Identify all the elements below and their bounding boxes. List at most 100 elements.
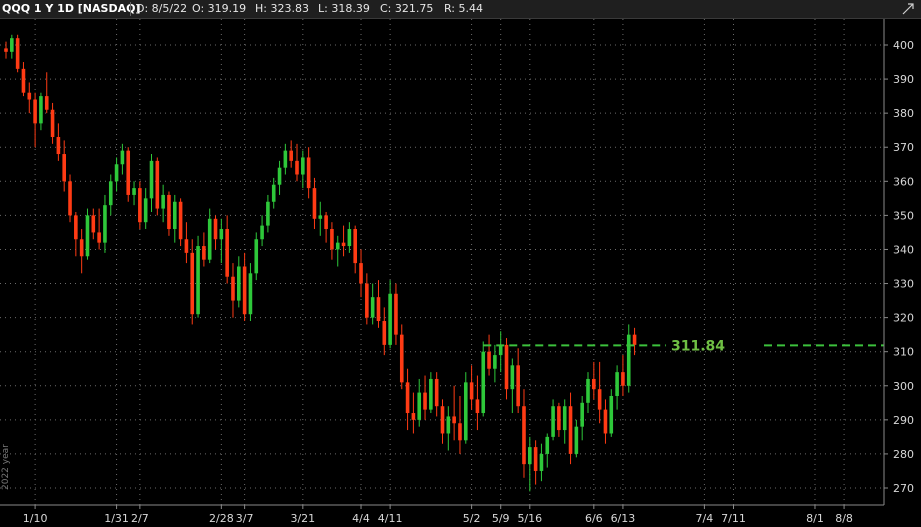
candle[interactable] — [592, 361, 596, 400]
candle[interactable] — [68, 174, 72, 223]
candle[interactable] — [429, 372, 433, 414]
candle[interactable] — [172, 194, 177, 243]
candle[interactable] — [510, 358, 515, 414]
candle[interactable] — [283, 143, 288, 175]
candle[interactable] — [539, 443, 544, 482]
candle[interactable] — [504, 338, 509, 400]
candle[interactable] — [516, 348, 520, 414]
candle[interactable] — [557, 402, 561, 437]
candle[interactable] — [318, 201, 323, 236]
candle[interactable] — [609, 389, 614, 437]
candle[interactable] — [446, 406, 451, 451]
candle[interactable] — [155, 157, 160, 216]
candle[interactable] — [528, 436, 532, 492]
candle[interactable] — [91, 208, 96, 240]
candle[interactable] — [271, 177, 276, 209]
candle[interactable] — [149, 154, 154, 212]
candle[interactable] — [190, 239, 195, 325]
symbol-label[interactable]: QQQ 1 Y 1D [NASDAQ] — [2, 2, 141, 15]
candle[interactable] — [85, 208, 90, 260]
candle[interactable] — [382, 307, 387, 356]
candle[interactable] — [213, 215, 218, 250]
candle[interactable] — [27, 82, 32, 114]
candle[interactable] — [97, 208, 101, 250]
candle[interactable] — [312, 177, 317, 230]
candle[interactable] — [143, 188, 148, 230]
candle[interactable] — [202, 232, 206, 267]
candle[interactable] — [347, 222, 352, 253]
maximize-icon[interactable] — [901, 2, 915, 16]
candle[interactable] — [15, 34, 20, 73]
candle[interactable] — [242, 252, 247, 322]
candle[interactable] — [626, 324, 631, 393]
candle[interactable] — [463, 372, 468, 444]
candle[interactable] — [295, 143, 299, 182]
candle[interactable] — [551, 399, 555, 441]
candle[interactable] — [498, 331, 503, 373]
candle[interactable] — [108, 174, 113, 216]
candle[interactable] — [126, 147, 131, 202]
candle[interactable] — [132, 181, 136, 206]
candle[interactable] — [359, 249, 363, 298]
candle[interactable] — [632, 327, 637, 356]
candle[interactable] — [219, 218, 224, 264]
candle-layer[interactable] — [4, 34, 637, 492]
candle[interactable] — [120, 143, 125, 175]
candle[interactable] — [50, 102, 55, 144]
candle[interactable] — [603, 399, 608, 444]
candle[interactable] — [481, 341, 486, 417]
candle[interactable] — [533, 440, 538, 485]
candle[interactable] — [388, 280, 392, 349]
candle[interactable] — [370, 283, 375, 325]
candle[interactable] — [545, 433, 550, 468]
candle[interactable] — [196, 235, 200, 318]
candle[interactable] — [103, 194, 107, 253]
candle[interactable] — [335, 235, 340, 267]
candle[interactable] — [452, 385, 456, 441]
candle[interactable] — [184, 222, 189, 264]
candle[interactable] — [586, 372, 590, 414]
candle[interactable] — [44, 72, 49, 114]
candle[interactable] — [161, 184, 165, 223]
candle[interactable] — [207, 208, 212, 264]
candle[interactable] — [574, 419, 579, 458]
candle[interactable] — [21, 62, 26, 97]
candle[interactable] — [79, 229, 84, 274]
candle[interactable] — [493, 344, 497, 383]
candle[interactable] — [178, 198, 183, 247]
candle[interactable] — [411, 392, 416, 434]
candle[interactable] — [365, 273, 369, 325]
candle[interactable] — [301, 150, 305, 189]
candle[interactable] — [562, 399, 567, 444]
candle[interactable] — [225, 215, 229, 284]
candle[interactable] — [254, 232, 259, 281]
candle[interactable] — [248, 263, 253, 322]
candle[interactable] — [138, 181, 142, 230]
candle[interactable] — [568, 392, 573, 465]
candle[interactable] — [266, 194, 270, 233]
candle[interactable] — [277, 160, 282, 195]
candle[interactable] — [62, 140, 66, 192]
candle[interactable] — [237, 256, 241, 308]
candle[interactable] — [399, 324, 404, 390]
candle[interactable] — [114, 157, 119, 192]
candle[interactable] — [231, 263, 235, 318]
candle[interactable] — [33, 92, 37, 148]
candle[interactable] — [405, 368, 410, 431]
candle[interactable] — [167, 191, 171, 236]
candle[interactable] — [621, 355, 625, 396]
candle[interactable] — [440, 399, 445, 444]
candle[interactable] — [4, 41, 8, 59]
candle[interactable] — [423, 375, 427, 420]
candle[interactable] — [434, 372, 439, 417]
candle[interactable] — [353, 225, 357, 274]
candle[interactable] — [458, 395, 462, 454]
candle[interactable] — [289, 140, 293, 168]
candle[interactable] — [74, 211, 78, 257]
candle[interactable] — [580, 395, 584, 441]
candle[interactable] — [417, 378, 422, 427]
candle[interactable] — [522, 389, 526, 478]
candle[interactable] — [324, 211, 328, 243]
candle[interactable] — [306, 147, 311, 199]
